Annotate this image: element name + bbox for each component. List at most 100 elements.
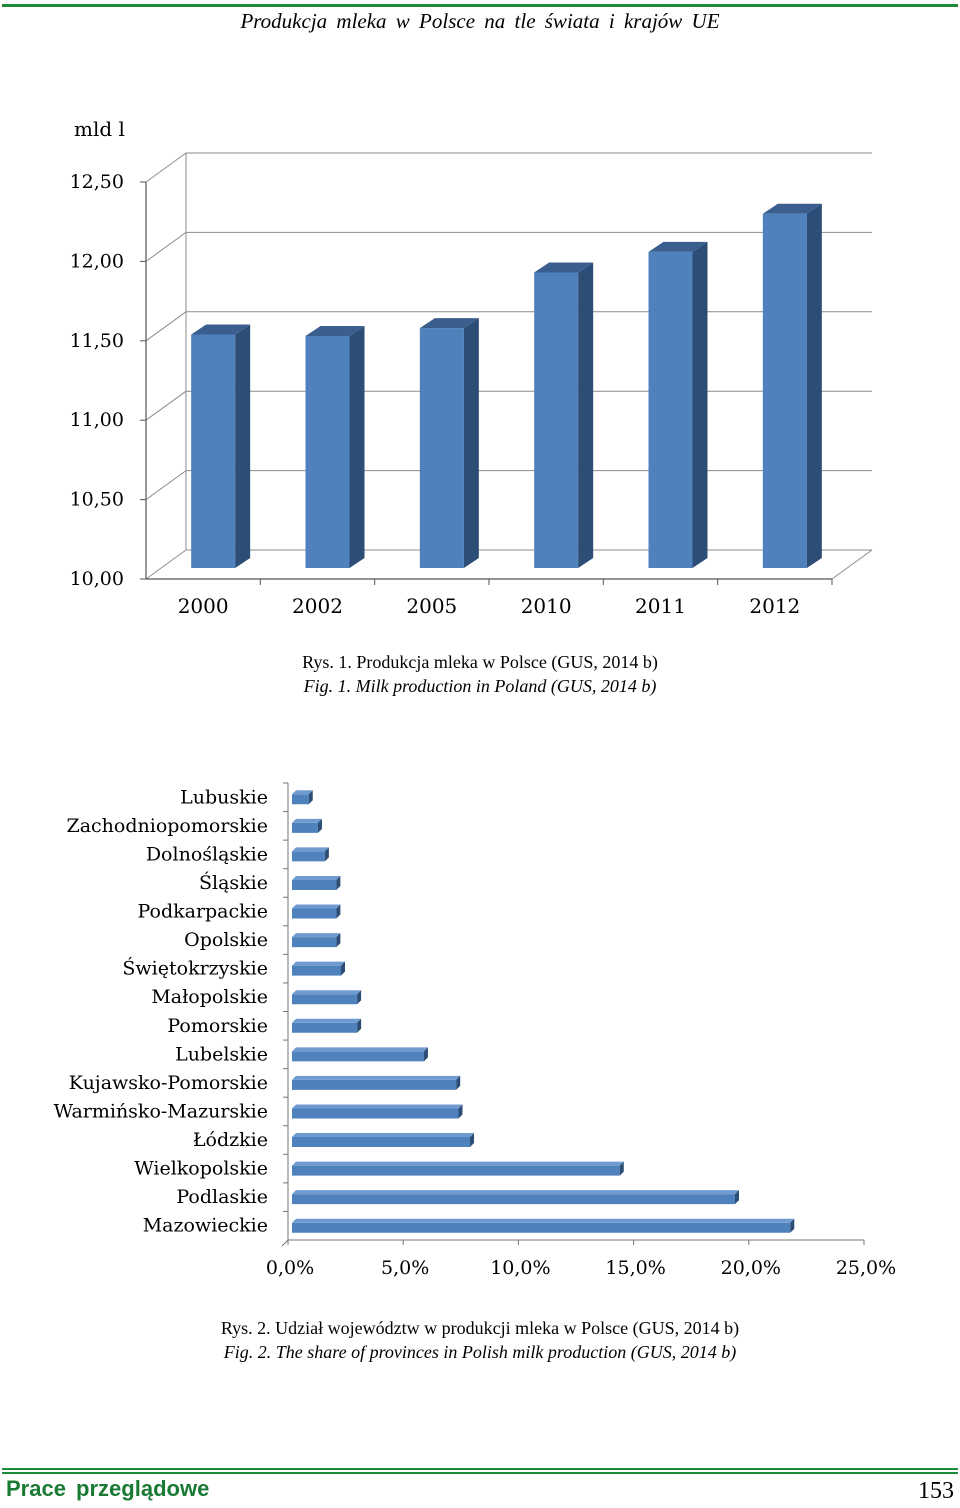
bar-Śląskie (292, 875, 341, 890)
gridline-side (145, 390, 187, 421)
bar-front (534, 272, 579, 568)
x-tick-label: 2000 (178, 594, 229, 618)
bar-side (340, 961, 345, 976)
bar-side (336, 875, 341, 890)
bar-front (292, 822, 318, 833)
bar-top (534, 262, 594, 273)
category-label: Łódzkie (193, 1129, 268, 1151)
bar-front (292, 994, 358, 1005)
bar-top (292, 1218, 795, 1223)
bar-side (357, 1018, 362, 1033)
bar-Małopolskie (292, 990, 362, 1005)
y-tick-label: 11,50 (70, 330, 124, 352)
y-tick-label: 12,50 (70, 171, 124, 193)
y-tick-label: 11,00 (70, 409, 124, 431)
bar-side (806, 203, 822, 568)
category-label: Świętokrzyskie (122, 957, 268, 980)
bar-2012 (762, 203, 822, 568)
bar-Podkarpackie (292, 904, 341, 919)
x-tick-label: 0,0% (266, 1257, 314, 1279)
journal-section-label: Prace przeglądowe (6, 1476, 210, 1501)
bar-side (349, 326, 365, 568)
category-label: Warmińsko-Mazurskie (54, 1100, 268, 1122)
bar-Pomorskie (292, 1018, 362, 1033)
bar-front (292, 794, 309, 805)
bar-front (191, 334, 236, 568)
x-tick-label: 2012 (749, 594, 800, 618)
bar-Zachodniopomorskie (292, 818, 322, 833)
running-header: Produkcja mleka w Polsce na tle świata i… (240, 9, 720, 33)
bar-2005 (419, 318, 479, 568)
bar-Lubuskie (292, 790, 313, 805)
bar-top (292, 847, 329, 852)
x-tick-label: 2010 (521, 594, 572, 618)
bar-top (292, 1133, 475, 1138)
bar-front (292, 937, 337, 948)
bar-front (292, 1079, 457, 1090)
bar-Dolnośląskie (292, 847, 329, 862)
y-axis-unit-label: mld l (74, 117, 125, 141)
bar-top (292, 875, 341, 880)
bar-side (619, 1161, 624, 1176)
bar-front (292, 1194, 735, 1205)
bar-front (292, 1022, 358, 1033)
bar-2010 (534, 262, 594, 568)
bar-side (336, 904, 341, 919)
bar-Podlaskie (292, 1190, 739, 1205)
y-tick-label: 12,00 (70, 250, 124, 272)
x-tick-label: 20,0% (721, 1257, 781, 1279)
bar-top (191, 324, 251, 335)
category-label: Pomorskie (167, 1015, 268, 1037)
bar-side (458, 1104, 463, 1119)
bar-top (292, 818, 322, 823)
bar-top (292, 990, 362, 995)
gridline-side (145, 470, 187, 501)
bar-Opolskie (292, 933, 341, 948)
category-label: Wielkopolskie (134, 1158, 268, 1180)
bar-front (292, 1165, 620, 1176)
bar-side (336, 933, 341, 948)
bar-top (762, 203, 822, 214)
bar-side (235, 324, 251, 568)
y-tick-label: 10,00 (70, 568, 124, 590)
category-label: Podlaskie (176, 1186, 268, 1208)
bar-top (648, 241, 708, 252)
bar-side (308, 790, 313, 805)
floor-edge (831, 549, 873, 580)
bar-front (292, 879, 337, 890)
gridline-side (145, 152, 187, 183)
x-tick-label: 25,0% (836, 1257, 896, 1279)
category-label: Podkarpackie (137, 901, 268, 923)
bar-top (305, 326, 365, 337)
bar-front (292, 1222, 791, 1233)
category-label: Lubelskie (175, 1043, 268, 1065)
bar-top (292, 790, 313, 795)
bar-Świętokrzyskie (292, 961, 345, 976)
bar-side (423, 1047, 428, 1062)
bar-Łódzkie (292, 1133, 475, 1148)
bar-Mazowieckie (292, 1218, 795, 1233)
gridline-side (145, 549, 187, 580)
bar-2002 (305, 326, 365, 568)
bar-top (419, 318, 479, 329)
figure-1-caption-en: Fig. 1. Milk production in Poland (GUS, … (303, 676, 657, 696)
bar-front (419, 328, 464, 568)
gridline-side (145, 231, 187, 262)
bar-side (790, 1218, 795, 1233)
bar-top (292, 961, 345, 966)
bar-Wielkopolskie (292, 1161, 624, 1176)
bar-Warmińsko-Mazurskie (292, 1104, 463, 1119)
category-label: Mazowieckie (143, 1215, 268, 1237)
bar-side (470, 1133, 475, 1148)
bar-top (292, 1047, 428, 1052)
bar-side (578, 262, 594, 568)
figure-1-caption: Rys. 1. Produkcja mleka w Polsce (GUS, 2… (0, 652, 960, 697)
category-label: Opolskie (184, 929, 268, 951)
y-tick-label: 10,50 (70, 489, 124, 511)
bar-front (292, 1051, 424, 1062)
bar-top (292, 1190, 739, 1195)
bar-front (292, 851, 325, 862)
figure-2-caption-en: Fig. 2. The share of provinces in Polish… (223, 1342, 737, 1362)
bar-top (292, 1075, 461, 1080)
bar-front (292, 1108, 459, 1119)
